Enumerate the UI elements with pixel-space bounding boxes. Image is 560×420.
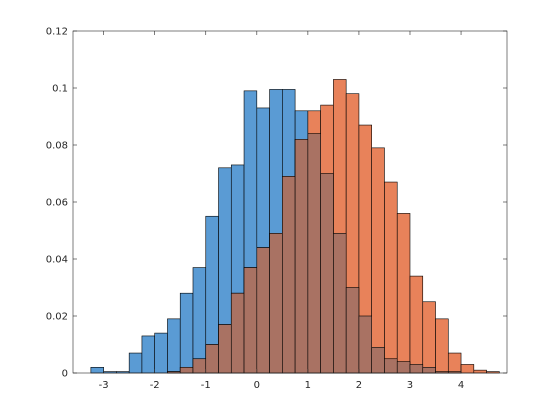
overlap-bar bbox=[320, 173, 334, 374]
y-axis-ticks: 0 0.02 0.04 0.06 0.08 0.1 0.12 bbox=[46, 27, 507, 380]
series-2-bar bbox=[422, 301, 436, 374]
overlap-bar bbox=[307, 133, 321, 374]
series-1-bar bbox=[128, 352, 143, 374]
overlap-bar bbox=[371, 347, 385, 374]
overlap-bar bbox=[333, 233, 347, 374]
overlap-bar bbox=[218, 324, 232, 374]
series-2-bar bbox=[396, 213, 411, 374]
series-1-bar bbox=[154, 332, 168, 374]
series-1-bar bbox=[141, 335, 155, 374]
y-tick-label: 0.08 bbox=[46, 141, 68, 152]
x-tick-label: -3 bbox=[99, 380, 109, 391]
series-1-bar bbox=[192, 267, 207, 374]
overlap-bar bbox=[294, 139, 309, 374]
overlap-bar bbox=[256, 247, 270, 374]
overlap-bar bbox=[409, 364, 424, 374]
x-tick-label: 3 bbox=[407, 380, 413, 391]
series-1-bar bbox=[179, 292, 194, 374]
overlap-bar bbox=[269, 233, 283, 374]
overlap-bar bbox=[205, 344, 219, 374]
overlap-bar bbox=[243, 267, 258, 374]
series-2-bar bbox=[460, 364, 475, 374]
y-tick-label: 0.12 bbox=[46, 27, 68, 38]
overlap-bar bbox=[384, 358, 398, 374]
series-1-bar bbox=[167, 318, 181, 374]
x-tick-label: 4 bbox=[458, 380, 464, 391]
series-2-bar bbox=[473, 369, 487, 374]
overlap-bar bbox=[192, 358, 207, 374]
y-tick-label: 0.06 bbox=[46, 198, 68, 209]
overlap-bar bbox=[179, 366, 194, 374]
x-axis-ticks: -3 -2 -1 0 1 2 3 4 bbox=[99, 31, 464, 391]
x-tick-label: 1 bbox=[305, 380, 311, 391]
overlap-bar bbox=[282, 176, 296, 374]
y-tick-label: 0 bbox=[62, 369, 68, 380]
overlap-bar bbox=[358, 315, 372, 374]
y-tick-label: 0.04 bbox=[46, 255, 68, 266]
overlap-bar bbox=[345, 287, 360, 374]
overlap-bar bbox=[396, 361, 411, 374]
x-tick-label: -1 bbox=[201, 380, 211, 391]
y-tick-label: 0.1 bbox=[52, 84, 68, 95]
series-2-bar bbox=[409, 275, 424, 374]
x-tick-label: -2 bbox=[150, 380, 160, 391]
y-tick-label: 0.02 bbox=[46, 312, 68, 323]
x-tick-label: 2 bbox=[356, 380, 362, 391]
series-2-bar bbox=[384, 181, 398, 374]
x-tick-label: 0 bbox=[254, 380, 260, 391]
series-2-bar bbox=[371, 147, 385, 374]
series-1-bar bbox=[90, 366, 104, 374]
series-2-bar bbox=[435, 318, 449, 374]
overlap-bar bbox=[422, 366, 436, 374]
series-2-bar bbox=[447, 352, 462, 374]
overlap-bar bbox=[230, 292, 245, 374]
